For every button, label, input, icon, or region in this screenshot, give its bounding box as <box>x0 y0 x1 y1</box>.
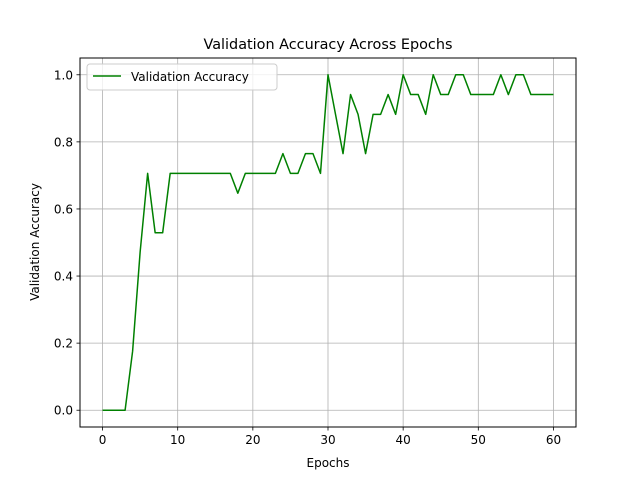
axis-ticks: 0 10 20 30 40 50 60 0.0 0.2 0.4 0.6 0.8 1.0 <box>54 68 561 447</box>
y-tick-label: 0.8 <box>54 135 73 149</box>
y-tick-label: 0.0 <box>54 404 73 418</box>
series-layer <box>102 74 554 411</box>
y-tick-label: 1.0 <box>54 68 73 82</box>
x-tick-label: 10 <box>170 433 185 447</box>
x-tick-label: 20 <box>245 433 260 447</box>
x-tick-label: 60 <box>546 433 561 447</box>
y-axis-label: Validation Accuracy <box>28 183 42 301</box>
y-tick-label: 0.6 <box>54 202 73 216</box>
x-tick-label: 30 <box>320 433 335 447</box>
y-tick-label: 0.4 <box>54 270 73 284</box>
chart-title: Validation Accuracy Across Epochs <box>204 37 453 53</box>
x-tick-label: 0 <box>99 433 107 447</box>
legend-label: Validation Accuracy <box>131 70 249 84</box>
x-tick-label: 40 <box>396 433 411 447</box>
x-axis-label: Epochs <box>307 456 350 470</box>
legend: Validation Accuracy <box>86 63 278 91</box>
x-tick-label: 50 <box>471 433 486 447</box>
legend-box <box>86 63 278 91</box>
plot-frame <box>79 57 577 428</box>
y-tick-label: 0.2 <box>54 337 73 351</box>
grid <box>80 58 576 427</box>
series-line-validation-accuracy <box>102 74 554 411</box>
